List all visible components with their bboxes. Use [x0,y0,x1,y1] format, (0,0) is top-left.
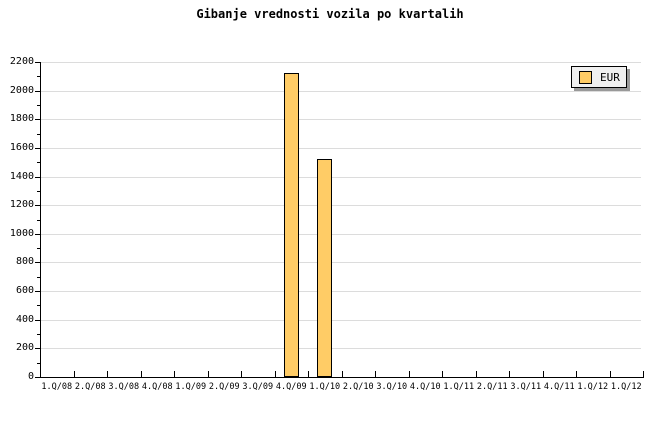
y-gridline [41,262,641,263]
x-axis-label: 2.Q/11 [476,382,508,392]
y-gridline [41,177,641,178]
x-axis-tick [375,371,376,377]
y-axis-tick-major [35,177,40,178]
y-axis-tick-minor [37,134,40,135]
y-axis-tick-major [35,205,40,206]
x-axis-tick [275,371,276,377]
y-axis-tick-major [35,320,40,321]
y-gridline [41,119,641,120]
x-axis-tick [141,371,142,377]
y-axis-tick-major [35,377,40,378]
y-axis-tick-minor [37,105,40,106]
x-axis-tick [107,371,108,377]
bar-4.Q/09 [284,73,299,377]
plot-area [40,62,644,378]
y-axis-label: 1800 [9,113,34,124]
y-gridline [41,234,641,235]
x-axis-label: 2.Q/08 [74,382,106,392]
x-axis-label: 1.Q/12 [610,382,642,392]
y-axis-tick-major [35,291,40,292]
y-axis-tick-minor [37,76,40,77]
x-axis-label: 3.Q/11 [510,382,542,392]
y-axis-tick-minor [37,305,40,306]
x-axis-label: 4.Q/08 [141,382,173,392]
x-axis-label: 3.Q/08 [108,382,140,392]
x-axis-label: 1.Q/12 [577,382,609,392]
chart-title: Gibanje vrednosti vozila po kvartalih [196,7,464,21]
x-axis-tick [241,371,242,377]
x-axis-label: 4.Q/11 [543,382,575,392]
x-axis-tick [308,371,309,377]
y-axis-tick-minor [37,248,40,249]
x-axis-label: 1.Q/10 [309,382,341,392]
y-gridline [41,291,641,292]
x-axis-label: 3.Q/09 [242,382,274,392]
y-axis-tick-major [35,91,40,92]
y-axis-tick-minor [37,334,40,335]
x-axis-tick [442,371,443,377]
x-axis-label: 1.Q/11 [443,382,475,392]
y-axis-label: 1400 [9,171,34,182]
x-axis-label: 1.Q/08 [41,382,73,392]
x-axis-tick [509,371,510,377]
x-axis-tick [208,371,209,377]
y-axis-label: 2200 [9,56,34,67]
x-axis-tick [409,371,410,377]
y-axis-label: 1600 [9,142,34,153]
y-axis-label: 400 [15,314,34,325]
x-axis-label: 4.Q/09 [275,382,307,392]
x-axis-tick [576,371,577,377]
x-axis-label: 4.Q/10 [409,382,441,392]
y-axis-tick-major [35,62,40,63]
y-gridline [41,62,641,63]
y-axis-label: 800 [15,256,34,267]
x-axis-tick [643,371,644,377]
x-axis-tick [74,371,75,377]
legend-swatch-eur [579,70,592,84]
y-axis-label: 2000 [9,85,34,96]
y-axis-label: 0 [27,371,34,382]
y-axis-label: 1200 [9,199,34,210]
y-axis-label: 200 [15,342,34,353]
x-axis-label: 1.Q/09 [175,382,207,392]
x-axis-tick [174,371,175,377]
y-axis-tick-major [35,348,40,349]
y-axis-tick-major [35,234,40,235]
x-axis-label: 2.Q/09 [208,382,240,392]
y-axis-tick-minor [37,220,40,221]
y-gridline [41,148,641,149]
y-axis-label: 1000 [9,228,34,239]
x-axis-tick [342,371,343,377]
y-axis-tick-minor [37,363,40,364]
y-gridline [41,205,641,206]
x-axis-tick [476,371,477,377]
legend-label-eur: EUR [600,70,620,84]
legend: EUR [571,66,627,88]
y-axis-tick-major [35,262,40,263]
y-gridline [41,91,641,92]
y-axis-tick-major [35,148,40,149]
x-axis-tick [610,371,611,377]
x-axis-tick [543,371,544,377]
x-axis-label: 3.Q/10 [376,382,408,392]
y-axis-tick-minor [37,277,40,278]
x-axis-label: 2.Q/10 [342,382,374,392]
bar-1.Q/10 [317,159,332,377]
y-axis-tick-major [35,119,40,120]
y-gridline [41,320,641,321]
y-axis-label: 600 [15,285,34,296]
y-axis-tick-minor [37,162,40,163]
y-gridline [41,348,641,349]
y-axis-tick-minor [37,191,40,192]
